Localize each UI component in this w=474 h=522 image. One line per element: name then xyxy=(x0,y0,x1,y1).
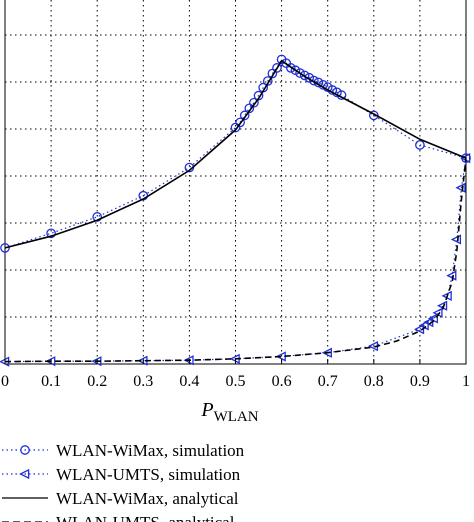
x-tick-label: 0.3 xyxy=(133,373,153,390)
data-point-circle xyxy=(285,63,296,73)
legend-item-4: WLAN-UMTS, analytical xyxy=(2,513,235,522)
data-point-circle xyxy=(235,117,245,128)
x-tick-label: 0.9 xyxy=(410,373,430,390)
data-point-circle xyxy=(249,97,259,108)
series-line xyxy=(4,158,467,363)
data-point-circle xyxy=(46,228,56,239)
data-point-circle xyxy=(92,212,103,222)
data-point-triangle xyxy=(446,270,457,281)
legend: WLAN-WiMax, simulation WLAN-UMTS, simulat… xyxy=(2,441,245,522)
legend-label: WLAN-WiMax, analytical xyxy=(56,489,239,508)
x-tick-label: 0.7 xyxy=(318,373,338,390)
legend-item-3: WLAN-WiMax, analytical xyxy=(2,489,239,508)
legend-item-1: WLAN-WiMax, simulation xyxy=(2,441,245,460)
x-tick-label: 0.2 xyxy=(87,373,107,390)
data-point-circle xyxy=(309,75,319,86)
legend-label: WLAN-UMTS, analytical xyxy=(56,513,235,522)
legend-label: WLAN-UMTS, simulation xyxy=(56,465,241,484)
data-point-circle xyxy=(299,70,310,81)
x-tick-label: 0.5 xyxy=(226,373,246,390)
series-layer xyxy=(0,54,471,367)
data-point-circle xyxy=(239,110,250,121)
legend-label: WLAN-WiMax, simulation xyxy=(56,441,245,460)
series-3 xyxy=(4,59,467,249)
x-axis-title-main: P xyxy=(200,399,213,421)
x-tick-label: 0.8 xyxy=(364,373,384,390)
plot-frame xyxy=(4,0,467,365)
data-point-circle xyxy=(262,76,273,86)
data-point-triangle xyxy=(450,234,462,245)
data-point-triangle xyxy=(321,347,332,358)
data-point-circle xyxy=(415,140,425,150)
series-line xyxy=(4,58,467,249)
grid-lines xyxy=(5,0,466,364)
data-point-circle xyxy=(0,243,10,253)
x-tick-label: 1 xyxy=(462,373,470,390)
data-point-triangle xyxy=(455,182,466,193)
legend-item-2: WLAN-UMTS, simulation xyxy=(2,465,241,484)
x-tick-label: 0.6 xyxy=(272,373,292,390)
series-line xyxy=(4,59,467,249)
legend-marker-triangle xyxy=(19,468,30,480)
series-4 xyxy=(4,158,467,363)
x-axis-title-sub: WLAN xyxy=(214,409,259,425)
data-point-circle xyxy=(272,63,282,73)
x-tick-label: 0 xyxy=(1,373,9,390)
x-tick-label: 0.1 xyxy=(41,373,61,390)
data-point-circle xyxy=(368,110,379,121)
x-tick-labels: 0 0.1 0.2 0.3 0.4 0.5 0.6 0.7 0.8 0.9 1 xyxy=(1,359,470,390)
x-tick-label: 0.4 xyxy=(179,373,199,390)
x-axis-title: PWLAN xyxy=(200,399,258,425)
legend-marker-circle xyxy=(20,445,30,455)
data-point-circle xyxy=(295,68,305,78)
